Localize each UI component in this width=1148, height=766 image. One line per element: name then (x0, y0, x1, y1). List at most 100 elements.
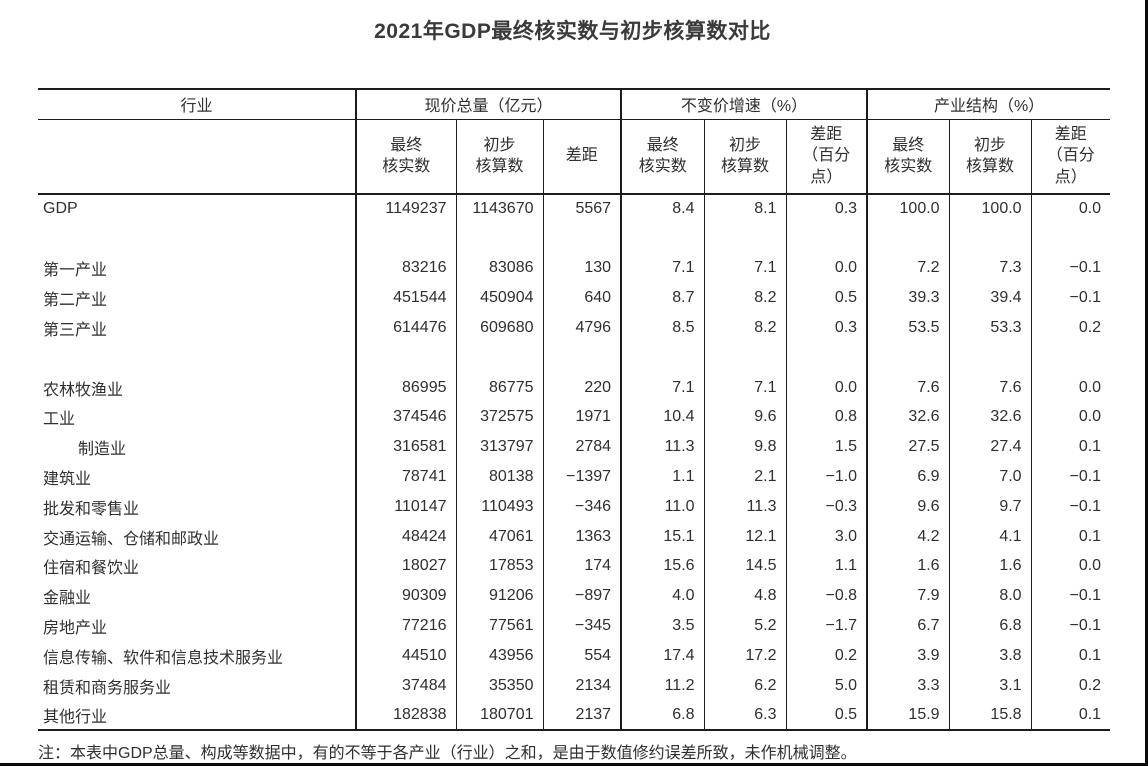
value-cell: 80138 (455, 462, 543, 492)
table-row: 租赁和商务服务业 37484 35350 2134 11.2 6.2 5.0 3.3 3.1 0.… (38, 670, 1111, 701)
value-cell: 39.3 (866, 283, 950, 314)
value-cell: 372575 (455, 402, 543, 433)
value-cell: −1.7 (785, 611, 868, 641)
value-cell: 6.8 (948, 611, 1032, 641)
value-cell: 0.0 (785, 253, 868, 284)
value-cell: 0.0 (1030, 194, 1111, 224)
value-cell: 220 (542, 372, 622, 403)
value-cell: 3.9 (866, 640, 950, 671)
value-cell: 43956 (455, 640, 543, 671)
value-cell: 130 (542, 253, 622, 284)
value-cell (948, 223, 1032, 254)
value-cell: −0.1 (1030, 253, 1111, 284)
spacer-row (38, 223, 1111, 254)
value-cell: 0.1 (1030, 432, 1111, 463)
value-cell: 7.6 (948, 372, 1032, 403)
row-label: 第三产业 (43, 322, 108, 340)
value-cell: 609680 (455, 313, 543, 343)
value-cell: 48424 (355, 521, 456, 552)
value-cell (1030, 223, 1111, 254)
row-label: 农林牧渔业 (43, 381, 124, 399)
value-cell: 0.0 (1030, 372, 1111, 403)
row-label: 金融业 (43, 590, 92, 608)
col-group-industry-structure: 产业结构（%） (866, 89, 1111, 120)
value-cell: 4.0 (620, 581, 705, 612)
page-title: 2021年GDP最终核实数与初步核算数对比 (374, 20, 771, 43)
row-label: 制造业 (78, 441, 127, 459)
value-cell: 15.8 (948, 700, 1032, 731)
value-cell: 0.0 (1030, 551, 1111, 582)
value-cell: 91206 (455, 581, 543, 612)
row-label: 第二产业 (43, 292, 108, 310)
sub-header-row: 最终 核实数 初步 核算数 差距 最终 核实数 初步 核算数 差距 （百分 点） 最终 核实… (38, 119, 1111, 195)
value-cell: 7.2 (866, 253, 950, 284)
table-row: 第二产业 451544 450904 640 8.7 8.2 0.5 39.3 39.4 −0.1 (38, 283, 1111, 314)
value-cell: −897 (542, 581, 622, 612)
row-label: 其他行业 (43, 708, 108, 726)
value-cell: 10.4 (620, 402, 705, 433)
footnote: 注：本表中GDP总量、构成等数据中，有的不等于各产业（行业）之和，是由于数值修约… (38, 745, 857, 763)
value-cell: 15.1 (620, 521, 705, 552)
table-row: 信息传输、软件和信息技术服务业 44510 43956 554 17.4 17.2 0.2 3… (38, 640, 1111, 671)
value-cell: −0.1 (1030, 462, 1111, 492)
col-group-constant-price-growth: 不变价增速（%） (620, 89, 868, 120)
value-cell: 83086 (455, 253, 543, 284)
col-subheader: 最终 核实数 (620, 119, 705, 195)
value-cell: 53.5 (866, 313, 950, 343)
value-cell: 3.0 (785, 521, 868, 552)
value-cell: 4796 (542, 313, 622, 343)
row-label: 批发和零售业 (43, 500, 140, 518)
value-cell: 7.3 (948, 253, 1032, 284)
value-cell: 0.3 (785, 313, 868, 343)
value-cell: 3.1 (948, 670, 1032, 701)
value-cell: 14.5 (703, 551, 787, 582)
value-cell (542, 223, 622, 254)
row-label (38, 343, 356, 373)
value-cell: 451544 (355, 283, 456, 314)
row-label: 交通运输、仓储和邮政业 (43, 530, 220, 548)
value-cell: 4.8 (703, 581, 787, 612)
value-cell: 8.4 (620, 194, 705, 224)
row-label: 住宿和餐饮业 (43, 560, 140, 578)
table-row: 批发和零售业 110147 110493 −346 11.0 11.3 −0.3 9.6 9.7… (38, 491, 1111, 522)
value-cell: 1.6 (866, 551, 950, 582)
value-cell: 44510 (355, 640, 456, 671)
value-cell (355, 223, 456, 254)
value-cell: 7.1 (620, 372, 705, 403)
value-cell: 8.0 (948, 581, 1032, 612)
table-row: 房地产业 77216 77561 −345 3.5 5.2 −1.7 6.7 6.8 −0.1 (38, 611, 1111, 641)
value-cell: −0.1 (1030, 611, 1111, 641)
value-cell: 640 (542, 283, 622, 314)
value-cell: −346 (542, 491, 622, 522)
table-row: 第一产业 83216 83086 130 7.1 7.1 0.0 7.2 7.3 −0.1 (38, 253, 1111, 284)
value-cell: 7.9 (866, 581, 950, 612)
value-cell: 83216 (355, 253, 456, 284)
value-cell: 100.0 (866, 194, 950, 224)
value-cell (866, 223, 950, 254)
value-cell (703, 342, 787, 373)
group-header-row: 行业 现价总量（亿元） 不变价增速（%） 产业结构（%） (38, 89, 1111, 120)
col-subheader-empty (38, 119, 356, 195)
value-cell: 0.1 (1030, 700, 1111, 731)
value-cell: 2134 (542, 670, 622, 701)
value-cell: 11.2 (620, 670, 705, 701)
value-cell: 8.7 (620, 283, 705, 314)
value-cell: 174 (542, 551, 622, 582)
value-cell: 6.3 (703, 700, 787, 731)
value-cell: 86775 (455, 372, 543, 403)
col-subheader: 最终 核实数 (866, 119, 950, 195)
table-body: GDP 1149237 1143670 5567 8.4 8.1 0.3 100.0 100.0… (38, 194, 1111, 731)
value-cell: 1971 (542, 402, 622, 433)
value-cell: 0.5 (785, 700, 868, 731)
value-cell: 1143670 (455, 194, 543, 224)
table-row: 金融业 90309 91206 −897 4.0 4.8 −0.8 7.9 8.0 −0.1 (38, 581, 1111, 612)
table-row: 其他行业 182838 180701 2137 6.8 6.3 0.5 15.9 15.8 0.1 (38, 700, 1111, 731)
value-cell: −0.8 (785, 581, 868, 612)
value-cell: −0.1 (1030, 581, 1111, 612)
value-cell: −345 (542, 611, 622, 641)
value-cell: 1363 (542, 521, 622, 552)
value-cell: −0.1 (1030, 283, 1111, 314)
value-cell: 316581 (355, 432, 456, 463)
value-cell: 0.2 (1030, 670, 1111, 701)
table-row: 建筑业 78741 80138 −1397 1.1 2.1 −1.0 6.9 7.0 −0.1 (38, 462, 1111, 492)
